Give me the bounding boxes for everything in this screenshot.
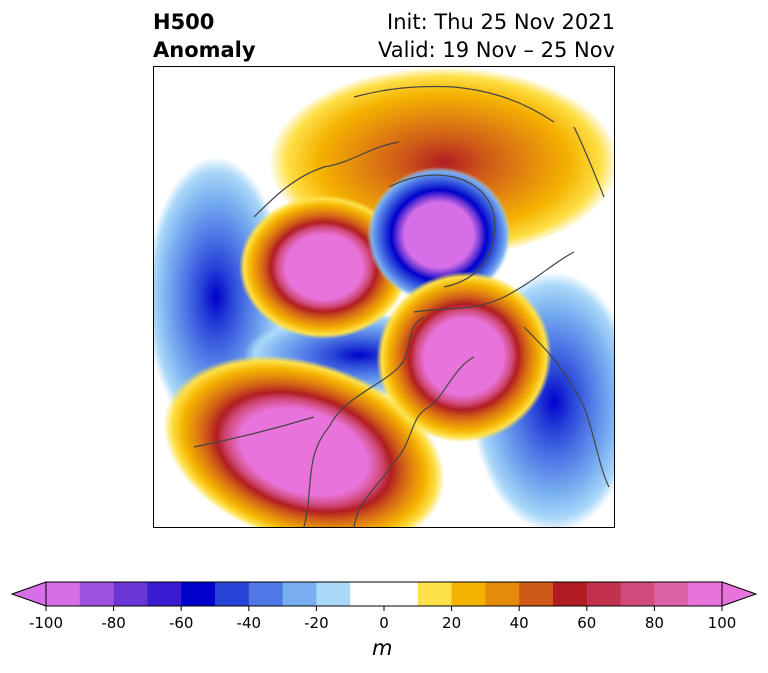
variable-title: H500 (153, 10, 215, 34)
colorbar-cell (384, 582, 419, 606)
colorbar-tick-label: 40 (510, 614, 529, 632)
anomaly-subtitle: Anomaly (153, 38, 256, 62)
colorbar-cell (451, 582, 486, 606)
anomaly-arctic-negative (367, 167, 511, 303)
colorbar-cell (181, 582, 216, 606)
colorbar-tick-label: -20 (304, 614, 329, 632)
colorbar-cell (46, 582, 81, 606)
anomaly-map (154, 67, 614, 527)
colorbar-cell (417, 582, 453, 606)
colorbar-tick-label: -100 (29, 614, 63, 632)
colorbar-tick-label: -40 (237, 614, 262, 632)
colorbar-cell (485, 582, 520, 606)
colorbar-tick-label: 0 (379, 614, 389, 632)
anomaly-atlantic-positive (376, 271, 552, 443)
colorbar-tick-label: 20 (442, 614, 461, 632)
title-block: H500 Anomaly (153, 8, 256, 64)
colorbar-cell (79, 582, 115, 606)
colorbar: -100 -80 -60 -40 -20 0 20 40 60 80 100 (10, 581, 758, 632)
date-block: Init: Thu 25 Nov 2021 Valid: 19 Nov – 25… (378, 8, 615, 64)
colorbar-cell (553, 582, 588, 606)
colorbar-cell (586, 582, 622, 606)
anomaly-alaska-positive (239, 195, 409, 339)
colorbar-cell (316, 582, 351, 606)
colorbar-under-arrow (10, 581, 47, 607)
valid-range: Valid: 19 Nov – 25 Nov (378, 38, 615, 62)
colorbar-cell (147, 582, 182, 606)
colorbar-cell (688, 582, 723, 606)
map-panel (153, 66, 615, 528)
colorbar-tick-label: 100 (708, 614, 737, 632)
colorbar-cell (620, 582, 655, 606)
coastlines (193, 85, 610, 527)
colorbar-over-arrow (721, 581, 758, 607)
anomaly-us-positive (163, 355, 445, 527)
colorbar-cell (248, 582, 284, 606)
colorbar-cell (519, 582, 554, 606)
colorbar-tick-label: -60 (169, 614, 194, 632)
colorbar-cell (654, 582, 689, 606)
colorbar-cells (46, 582, 723, 606)
colorbar-cell (113, 582, 148, 606)
colorbar-unit: m (372, 636, 393, 660)
colorbar-cell (350, 582, 385, 606)
colorbar-cell (215, 582, 250, 606)
colorbar-ticks: -100 -80 -60 -40 -20 0 20 40 60 80 100 (29, 606, 736, 632)
init-date: Init: Thu 25 Nov 2021 (387, 10, 615, 34)
colorbar-cell (282, 582, 317, 606)
colorbar-tick-label: -80 (101, 614, 126, 632)
colorbar-tick-label: 60 (577, 614, 596, 632)
colorbar-tick-label: 80 (645, 614, 664, 632)
